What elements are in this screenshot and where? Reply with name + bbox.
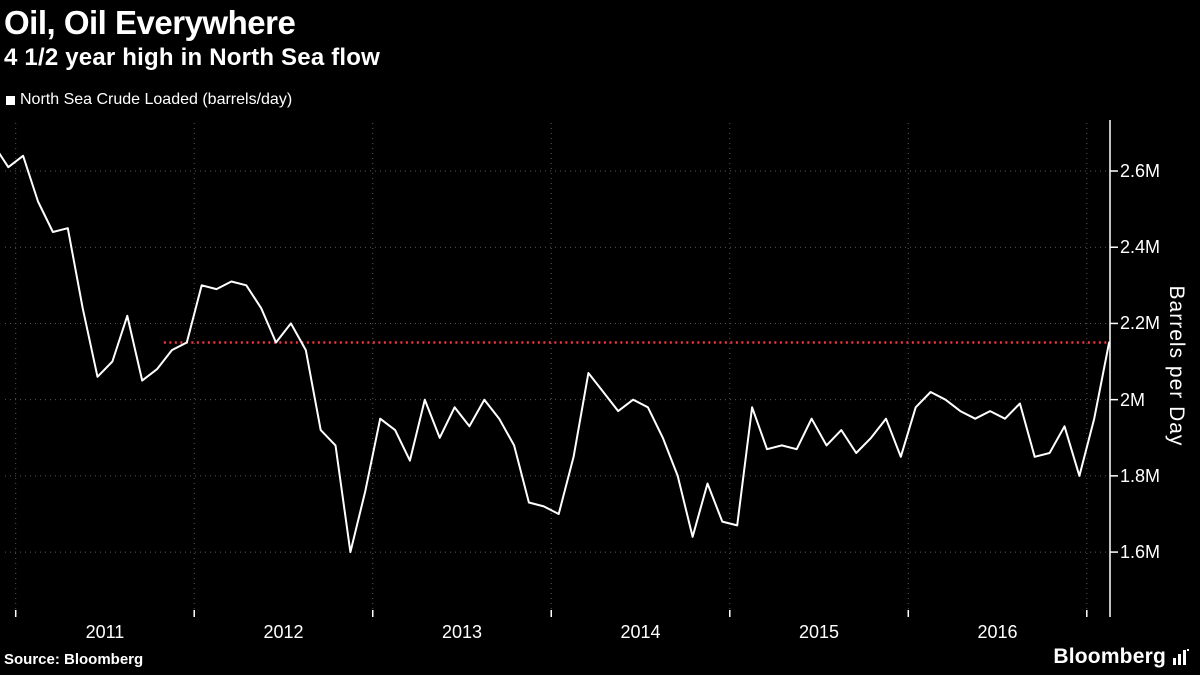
x-tick-label: 2012 (263, 622, 304, 642)
y-tick-label: 1.6M (1120, 542, 1161, 563)
chart-subtitle: 4 1/2 year high in North Sea flow (4, 44, 381, 71)
x-tick-label: 2015 (798, 622, 840, 642)
y-tick-label: 1.8M (1120, 465, 1161, 486)
x-tick-label: 2011 (85, 622, 125, 642)
data-line (0, 152, 1111, 554)
y-tick-label: 2M (1120, 389, 1146, 410)
y-tick-label: 2.6M (1120, 161, 1161, 181)
legend-swatch-icon (6, 95, 15, 105)
bloomberg-logo: Bloomberg (1053, 645, 1190, 669)
legend: North Sea Crude Loaded (barrels/day) (6, 91, 292, 109)
y-tick-label: 2.2M (1120, 313, 1161, 334)
source-text: Source: Bloomberg (4, 651, 144, 668)
x-tick-label: 2016 (977, 622, 1018, 642)
bloomberg-wordmark: Bloomberg (1053, 645, 1166, 668)
x-tick-label: 2013 (441, 622, 482, 642)
bloomberg-bars-icon (1173, 649, 1189, 665)
y-tick-label: 2.4M (1120, 237, 1161, 258)
legend-label: North Sea Crude Loaded (barrels/day) (20, 91, 293, 108)
chart-title: Oil, Oil Everywhere (4, 4, 296, 41)
y-axis-title: Barrels per Day (1165, 285, 1188, 447)
x-tick-label: 2014 (620, 622, 661, 642)
